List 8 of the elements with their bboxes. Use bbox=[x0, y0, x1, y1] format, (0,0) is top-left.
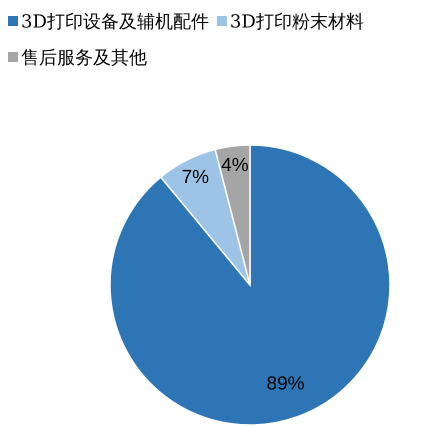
data-label: 7% bbox=[182, 167, 210, 188]
legend-label: 3D打印设备及辅机配件 bbox=[21, 12, 209, 32]
legend-label: 3D打印粉末材料 bbox=[230, 12, 364, 32]
data-label: 4% bbox=[221, 155, 249, 176]
legend-label: 售后服务及其他 bbox=[21, 48, 147, 68]
data-label: 89% bbox=[266, 373, 305, 394]
pie-slice bbox=[109, 144, 391, 426]
pie-slice bbox=[160, 148, 251, 286]
